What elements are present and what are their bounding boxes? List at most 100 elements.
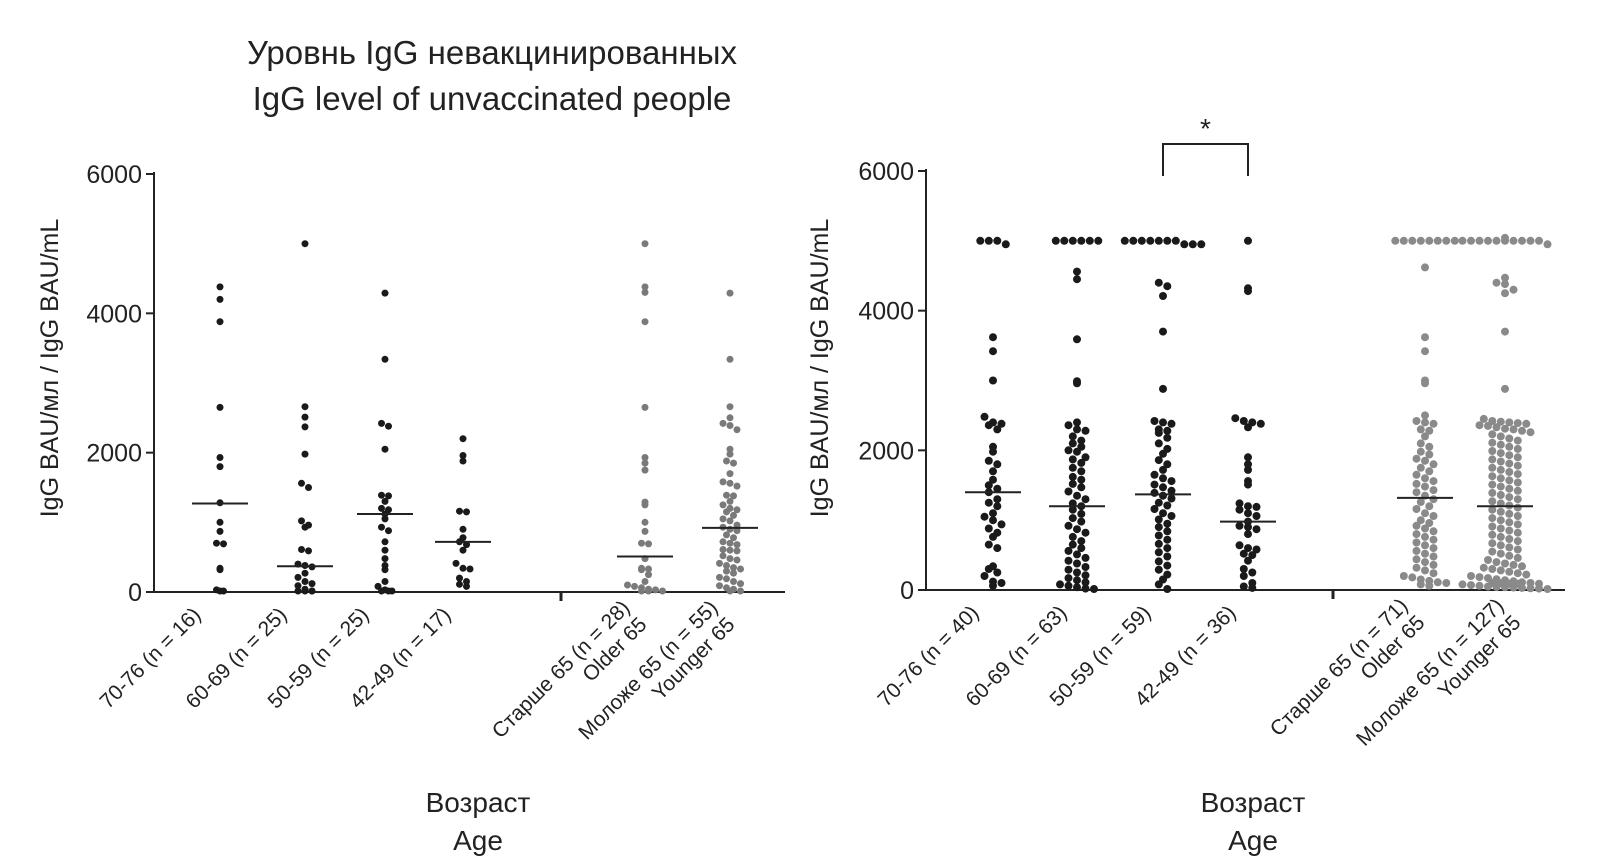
data-point <box>301 240 309 248</box>
data-point <box>385 492 392 500</box>
y-tick-label: 2000 <box>858 437 914 465</box>
data-point <box>1154 523 1163 532</box>
data-point <box>216 527 224 535</box>
data-point <box>1171 236 1180 245</box>
y-axis-label: IgG BAU/мл / IgG BAU/mL <box>36 219 64 518</box>
data-point <box>381 355 389 363</box>
data-point <box>1248 551 1257 560</box>
data-point <box>1488 488 1497 497</box>
data-point <box>1513 553 1522 562</box>
data-point <box>1421 549 1429 558</box>
data-point <box>1090 585 1098 593</box>
data-point <box>641 283 649 291</box>
data-point <box>1475 421 1484 430</box>
data-point <box>1073 576 1081 585</box>
data-point <box>1458 580 1467 589</box>
data-point <box>993 502 1002 511</box>
data-point <box>1488 530 1497 539</box>
data-point <box>1248 568 1257 577</box>
data-point <box>1154 539 1163 548</box>
data-point <box>737 580 744 588</box>
data-point <box>216 295 224 303</box>
data-point <box>1159 509 1167 518</box>
data-point <box>1077 458 1086 467</box>
data-point <box>1159 474 1167 483</box>
data-point <box>993 495 1002 504</box>
data-point <box>719 515 727 523</box>
data-point <box>1412 563 1421 572</box>
data-point <box>989 509 997 518</box>
data-point <box>1244 509 1252 518</box>
data-point <box>737 565 744 573</box>
data-point <box>1163 527 1172 536</box>
data-point <box>1163 561 1172 570</box>
data-point <box>723 508 730 516</box>
data-point <box>1085 236 1094 245</box>
data-point <box>733 426 741 434</box>
data-point <box>1505 451 1514 460</box>
data-point <box>1154 548 1163 557</box>
data-point <box>1496 507 1505 516</box>
data-point <box>1513 495 1522 504</box>
data-point <box>1535 584 1543 593</box>
data-point <box>1408 236 1417 245</box>
data-point <box>1159 465 1167 474</box>
data-point <box>1429 527 1438 536</box>
data-point <box>1505 442 1514 451</box>
data-point <box>381 566 389 574</box>
data-point <box>1244 556 1252 565</box>
data-point <box>463 578 470 585</box>
data-point <box>1492 423 1501 432</box>
data-point <box>1416 439 1425 448</box>
data-point <box>1154 439 1163 448</box>
data-point <box>730 492 737 500</box>
data-point <box>726 422 734 429</box>
data-point <box>980 412 989 421</box>
data-point <box>1429 419 1438 428</box>
y-axis-label: IgG BAU/мл / IgG BAU/mL <box>806 219 834 518</box>
data-point <box>645 540 652 548</box>
data-point <box>1235 541 1244 550</box>
data-point <box>641 240 649 248</box>
data-point <box>381 497 389 505</box>
data-point <box>726 546 734 554</box>
data-point <box>1421 558 1429 567</box>
data-point <box>381 578 389 585</box>
chart-subtitle: IgG level of unvaccinated people <box>253 80 732 117</box>
data-point <box>1150 505 1159 513</box>
data-point <box>1056 580 1064 589</box>
data-point <box>308 587 316 595</box>
data-point <box>1513 444 1522 453</box>
data-point <box>1064 446 1073 455</box>
data-point <box>1425 442 1434 451</box>
data-point <box>378 523 385 531</box>
data-point <box>1496 566 1505 575</box>
data-point <box>1399 236 1408 245</box>
data-point <box>1129 236 1138 245</box>
data-point <box>1526 236 1535 245</box>
data-point <box>381 515 389 523</box>
data-point <box>1167 486 1176 495</box>
data-point <box>1163 236 1172 245</box>
data-point <box>1416 516 1425 525</box>
data-point <box>301 450 309 458</box>
data-point <box>1416 425 1425 434</box>
data-point <box>726 289 734 297</box>
data-point <box>1077 436 1086 445</box>
data-point <box>1492 558 1501 567</box>
data-point <box>1421 509 1429 518</box>
data-point <box>1081 571 1090 580</box>
x-axis-label: Возраст <box>426 787 531 818</box>
data-point <box>1513 486 1522 495</box>
data-point <box>1496 440 1505 449</box>
chart-left-unvaccinated: Уровнь IgG невакцинированных IgG level o… <box>36 34 785 856</box>
data-point <box>1073 491 1081 500</box>
chart-right: IgG BAU/мл / IgG BAU/mL Возраст Age 0 200… <box>806 113 1565 856</box>
data-point <box>1412 417 1421 425</box>
data-point <box>1505 509 1514 518</box>
data-point <box>1429 495 1438 504</box>
data-point <box>1484 421 1492 430</box>
data-point <box>459 546 467 554</box>
data-point <box>1154 456 1163 465</box>
data-point <box>1064 574 1073 583</box>
